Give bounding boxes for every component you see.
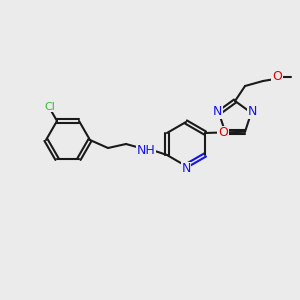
Text: N: N	[213, 105, 223, 118]
Text: N: N	[248, 105, 257, 118]
Text: O: O	[272, 70, 282, 83]
Text: Cl: Cl	[45, 102, 56, 112]
Text: O: O	[218, 126, 228, 139]
Text: NH: NH	[136, 145, 155, 158]
Text: N: N	[181, 163, 191, 176]
